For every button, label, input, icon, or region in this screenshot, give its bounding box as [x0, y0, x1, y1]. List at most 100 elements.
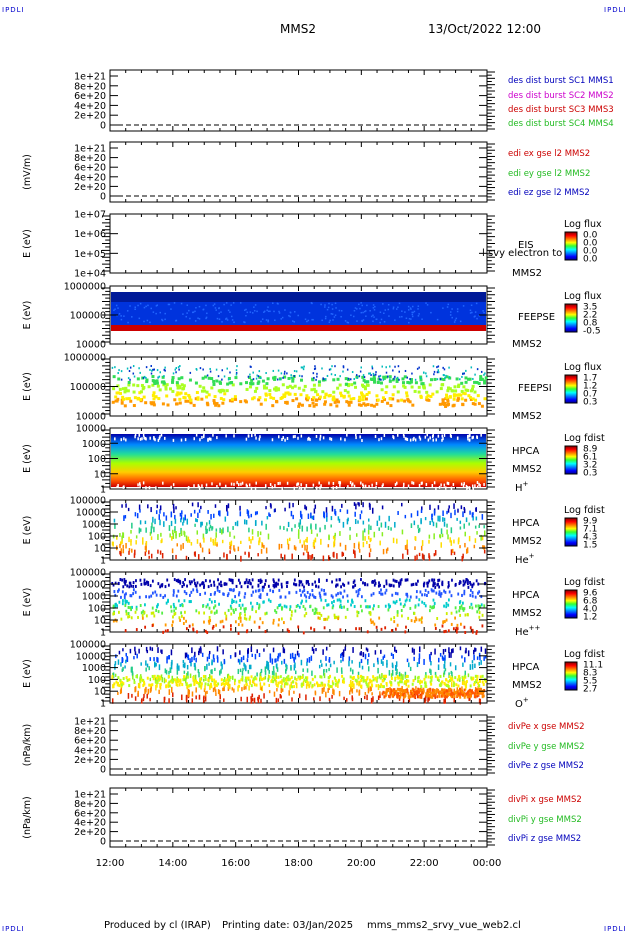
spectrogram-speckle [328, 321, 331, 323]
ytick-label: 4e+20 [74, 101, 106, 112]
species-label: He++ [515, 624, 541, 638]
instrument-label: FEEPSI [518, 383, 552, 394]
colorbar-tick: 0.0 [583, 255, 598, 265]
spectrogram-gap [322, 436, 325, 440]
panel-frame-divpe [109, 714, 488, 776]
spectrogram-speckle [134, 308, 136, 311]
spectrogram-gap [259, 435, 261, 439]
spectrogram-gap [143, 436, 145, 440]
spectrogram-gap [468, 438, 471, 442]
spectrogram-speckle [324, 317, 327, 320]
spectrogram-gap [300, 434, 303, 438]
spectrogram-speckle [474, 311, 477, 313]
spectrogram-gap [180, 438, 183, 442]
spectrogram-gap [407, 484, 410, 488]
spectrogram-gap [193, 437, 195, 441]
legend-divpe-1: divPe x gse MMS2 [508, 722, 585, 732]
spectrogram-speckle [365, 315, 367, 317]
spectrogram-speckle [175, 319, 177, 322]
spectrogram-speckle [266, 309, 268, 312]
spectrogram-gap [172, 438, 175, 442]
spectrogram-gap [478, 482, 480, 486]
spectrogram-speckle [331, 303, 333, 306]
spectrogram-gap [332, 486, 335, 490]
axis-ticks-right [487, 645, 495, 702]
spectrogram-speckle [379, 311, 382, 314]
panel-frame-edi [109, 141, 488, 203]
colorbar-tick: -0.5 [583, 327, 601, 337]
spectrogram-gap [145, 437, 147, 441]
spectrogram-gap [438, 485, 441, 489]
spectrogram-speckle [221, 321, 223, 323]
spectrogram-gap [281, 437, 283, 441]
spectrogram-gap [207, 437, 209, 441]
spectrogram-gap [164, 436, 166, 440]
colorbar [564, 445, 578, 475]
spectrogram-gap [412, 438, 414, 442]
spectrogram-gap [195, 433, 198, 437]
spectrogram-speckle [453, 321, 456, 323]
spectrogram-gap [443, 483, 446, 487]
spectrogram-gap [425, 482, 428, 486]
spectrogram-speckle [356, 308, 358, 310]
spectrogram-speckle [475, 302, 478, 305]
spectrogram-speckle [167, 303, 170, 306]
ytick-label: 1e+21 [74, 790, 106, 801]
spectrogram-speckle [205, 304, 207, 307]
colorbar-tick: 4.0 [583, 605, 598, 615]
spectrogram-speckle [182, 313, 184, 315]
spectrogram-gap [443, 433, 446, 437]
spectrogram-speckle [218, 312, 220, 314]
spectrogram-gap [297, 482, 300, 486]
spectrogram-gap [465, 484, 468, 488]
spectrogram-gap [160, 433, 163, 437]
ytick-label: 1 [100, 485, 106, 496]
colorbar-tick: 5.5 [583, 677, 597, 687]
spectrogram-gap [307, 437, 309, 441]
spectrogram-speckle [373, 309, 376, 311]
spectrogram-speckle [120, 315, 122, 317]
axis-ticks-right [487, 716, 495, 774]
colorbar-title: Log fdist [564, 433, 605, 444]
corner-mark-top-right: IPDLI [604, 6, 627, 14]
spectrogram-speckle [469, 312, 472, 314]
ytick-label: 6e+20 [74, 163, 106, 174]
spectrogram-gap [404, 437, 407, 441]
spectrogram-speckle [310, 302, 313, 304]
ytick-label: 0 [100, 837, 106, 848]
spectrogram-gap [381, 484, 384, 488]
spectrogram-gap [305, 483, 308, 487]
spectrogram-gap [329, 437, 331, 441]
xtick-label: 22:00 [410, 858, 439, 869]
spectrogram-speckle [417, 308, 419, 310]
spectrogram-speckle [239, 302, 242, 304]
spacecraft-label: MMS2 [512, 268, 542, 279]
spectrogram-speckle [383, 312, 385, 315]
spectrogram-gap [233, 482, 235, 486]
spectrogram-speckle [152, 311, 155, 313]
spectrogram-speckle [161, 319, 164, 322]
axis-ticks-left [102, 358, 110, 415]
colorbar-tick: 6.1 [583, 453, 597, 463]
colorbar-title: Log fdist [564, 649, 605, 660]
spectrogram-speckle [223, 303, 225, 306]
colorbar-tick: 1.7 [583, 374, 597, 384]
spectrogram-gap [254, 486, 257, 490]
spectrogram-speckle [352, 315, 355, 318]
ytick-label: 1000 [82, 439, 106, 450]
spectrogram-speckle [261, 318, 264, 320]
spectrogram-gap [137, 483, 139, 487]
spectrogram-speckle [405, 317, 408, 320]
ylabel-divpe: (nPa/km) [22, 724, 33, 767]
spectrogram-speckle [425, 302, 427, 304]
spectrogram-speckle [321, 319, 323, 322]
spectrogram-speckle [114, 308, 116, 310]
spectrogram-speckle [340, 315, 342, 318]
spectrogram-speckle [197, 317, 199, 319]
corner-mark-top-left: IPDLI [2, 6, 25, 14]
colorbar-title: Log flux [564, 219, 602, 230]
spectrogram-speckle [147, 304, 149, 307]
spectrogram-gap [402, 433, 405, 437]
spectrogram-speckle [194, 310, 196, 313]
spectrogram-speckle [361, 320, 364, 323]
